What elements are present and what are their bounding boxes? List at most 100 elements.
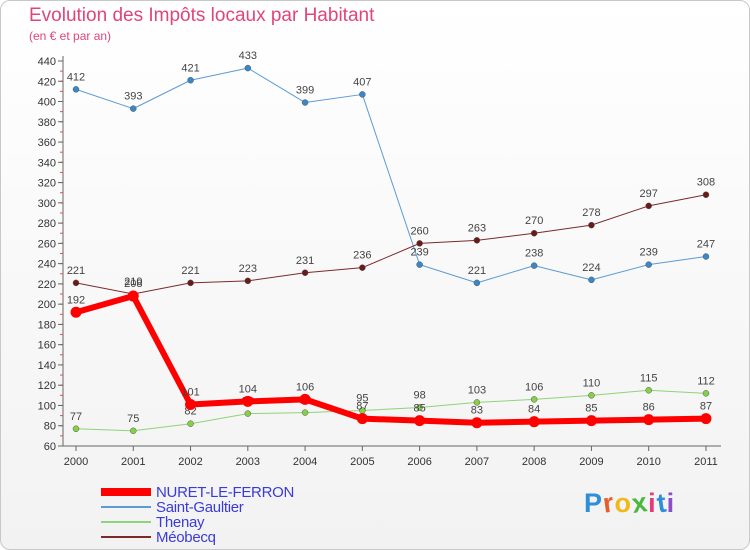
legend-swatch — [101, 536, 151, 538]
x-tick-label: 2006 — [407, 456, 431, 468]
series-line-thenay — [75, 389, 706, 432]
data-point-nuret-le-ferron — [70, 306, 82, 318]
data-label-nuret-le-ferron: 85 — [413, 403, 425, 415]
y-tick-label: 220 — [38, 279, 56, 291]
data-label-nuret-le-ferron: 85 — [585, 403, 597, 415]
y-tick-label: 360 — [38, 137, 56, 149]
data-label-thenay: 103 — [468, 384, 486, 396]
data-label-nuret-le-ferron: 87 — [356, 401, 368, 413]
x-tick-label: 2008 — [522, 456, 546, 468]
data-point-nuret-le-ferron — [528, 416, 540, 428]
data-label-m-obecq: 223 — [239, 263, 257, 275]
data-point-nuret-le-ferron — [414, 415, 426, 427]
chart-subtitle: (en € et par an) — [29, 29, 112, 43]
data-label-saint-gaultier: 239 — [640, 247, 658, 259]
data-label-thenay: 77 — [70, 411, 82, 423]
legend-swatch — [101, 521, 151, 523]
data-label-m-obecq: 236 — [353, 250, 371, 262]
data-label-m-obecq: 231 — [296, 255, 314, 267]
data-point-saint-gaultier — [530, 262, 538, 269]
data-point-saint-gaultier — [130, 105, 137, 112]
data-label-saint-gaultier: 421 — [181, 62, 199, 74]
data-label-m-obecq: 278 — [582, 207, 600, 219]
data-label-thenay: 75 — [127, 413, 139, 425]
y-tick-label: 300 — [38, 198, 56, 210]
data-point-thenay — [244, 410, 252, 417]
data-label-m-obecq: 221 — [181, 265, 199, 277]
data-point-thenay — [588, 392, 595, 399]
data-label-saint-gaultier: 247 — [697, 239, 715, 251]
y-tick-label: 140 — [38, 360, 56, 372]
data-point-nuret-le-ferron — [127, 290, 139, 302]
data-point-nuret-le-ferron — [471, 417, 483, 429]
data-point-m-obecq — [645, 202, 652, 210]
data-point-thenay — [301, 409, 309, 416]
data-point-thenay — [416, 404, 423, 411]
y-tick-label: 420 — [38, 76, 56, 88]
data-label-thenay: 110 — [583, 377, 601, 389]
data-label-thenay: 115 — [640, 372, 658, 384]
data-point-saint-gaultier — [473, 279, 481, 287]
legend-swatch — [101, 488, 151, 496]
x-tick-label: 2005 — [350, 456, 374, 468]
y-tick-label: 380 — [38, 117, 56, 129]
x-tick-label: 2000 — [64, 456, 88, 468]
y-tick-label: 340 — [38, 157, 56, 169]
data-label-saint-gaultier: 224 — [582, 262, 600, 274]
data-point-m-obecq — [359, 264, 366, 271]
x-tick-label: 2007 — [465, 456, 489, 468]
y-tick-label: 200 — [38, 299, 56, 311]
y-tick-label: 440 — [38, 56, 56, 68]
y-tick-label: 120 — [38, 380, 56, 392]
data-label-nuret-le-ferron: 87 — [700, 401, 712, 413]
x-tick-label: 2001 — [121, 456, 145, 468]
data-label-thenay: 106 — [525, 381, 543, 393]
data-point-saint-gaultier — [416, 261, 423, 268]
data-label-m-obecq: 260 — [410, 225, 428, 237]
data-label-saint-gaultier: 221 — [468, 265, 486, 277]
data-point-saint-gaultier — [72, 86, 80, 93]
data-point-thenay — [702, 390, 710, 397]
y-tick-label: 320 — [38, 178, 56, 190]
data-point-thenay — [187, 420, 194, 427]
data-point-m-obecq — [588, 221, 595, 229]
x-tick-label: 2011 — [694, 456, 718, 468]
x-tick-label: 2009 — [579, 456, 603, 468]
data-point-nuret-le-ferron — [643, 414, 655, 426]
data-point-saint-gaultier — [702, 253, 710, 260]
y-tick-label: 400 — [38, 97, 56, 109]
legend-label: NURET-LE-FERRON — [156, 484, 295, 501]
x-tick-label: 2003 — [236, 456, 260, 468]
data-point-nuret-le-ferron — [700, 413, 712, 425]
data-point-nuret-le-ferron — [356, 413, 368, 425]
data-label-nuret-le-ferron: 83 — [471, 405, 483, 417]
data-label-m-obecq: 308 — [697, 177, 715, 189]
data-label-saint-gaultier: 399 — [296, 85, 314, 97]
y-tick-label: 280 — [38, 218, 56, 230]
data-label-saint-gaultier: 238 — [525, 248, 543, 260]
data-label-m-obecq: 263 — [468, 222, 486, 234]
chart-title: Evolution des Impôts locaux par Habitant — [29, 5, 375, 26]
series-line-saint-gaultier — [75, 67, 707, 284]
data-point-nuret-le-ferron — [299, 393, 311, 405]
data-point-thenay — [130, 427, 137, 435]
x-tick-label: 2004 — [293, 456, 317, 468]
data-point-thenay — [645, 387, 652, 394]
legend-label: Méobecq — [156, 529, 216, 546]
data-point-m-obecq — [187, 279, 194, 287]
data-label-nuret-le-ferron: 106 — [296, 381, 314, 393]
data-label-nuret-le-ferron: 86 — [643, 402, 655, 414]
y-tick-label: 160 — [38, 340, 56, 352]
data-point-nuret-le-ferron — [242, 395, 254, 407]
data-point-saint-gaultier — [187, 77, 194, 84]
data-label-thenay: 95 — [356, 393, 368, 405]
data-label-m-obecq: 297 — [640, 188, 658, 200]
data-point-nuret-le-ferron — [585, 415, 597, 427]
legend-swatch — [101, 506, 151, 508]
y-tick-label: 100 — [38, 400, 56, 412]
y-tick-label: 80 — [44, 421, 56, 433]
data-point-thenay — [473, 399, 481, 406]
data-point-saint-gaultier — [588, 276, 595, 284]
